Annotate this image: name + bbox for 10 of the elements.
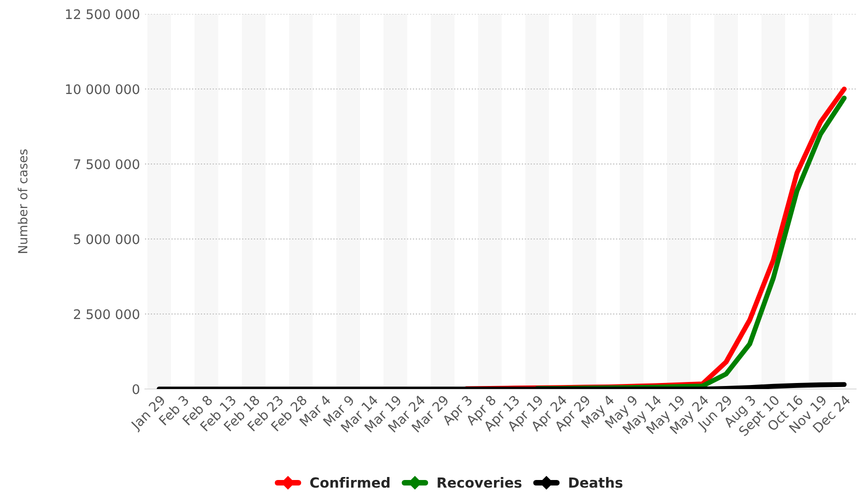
y-tick-label: 7 500 000 xyxy=(74,159,140,170)
legend-label: Confirmed xyxy=(310,477,390,488)
y-axis-title: Number of cases xyxy=(18,149,28,253)
y-tick-label: 10 000 000 xyxy=(66,84,140,94)
legend-label: Recoveries xyxy=(438,477,522,488)
legend-label: Deaths xyxy=(569,477,622,488)
y-tick-label: 0 xyxy=(132,384,140,394)
y-tick-label: 2 500 000 xyxy=(74,309,140,320)
y-tick-label: 12 500 000 xyxy=(66,9,140,20)
y-tick-label: 5 000 000 xyxy=(74,234,140,244)
